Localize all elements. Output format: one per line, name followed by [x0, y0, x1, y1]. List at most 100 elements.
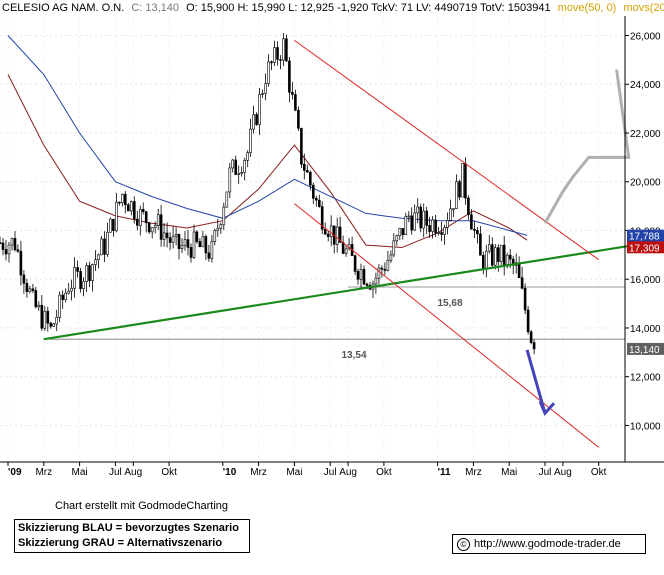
candle-body: [94, 259, 97, 265]
moving-averages: [7, 35, 528, 249]
candle-body: [103, 238, 106, 255]
candle-body: [58, 294, 62, 318]
candle-body: [225, 191, 229, 208]
candle-body: [210, 241, 214, 259]
candle-body: [91, 264, 94, 281]
candle-body: [353, 255, 357, 272]
candle-body: [476, 230, 479, 235]
candle-body: [195, 231, 199, 242]
candle-body: [311, 184, 315, 199]
candle-body: [404, 216, 408, 235]
candle-body: [174, 234, 178, 237]
x-tick-label: Okt: [376, 467, 392, 478]
candle-body: [383, 268, 387, 271]
candle-body: [1, 242, 5, 250]
candle-body: [16, 249, 20, 252]
candle-body: [228, 167, 232, 193]
candle-body: [413, 212, 417, 231]
y-tick-label: 12,000: [630, 373, 661, 384]
y-tick-label: 16,000: [630, 275, 661, 286]
price-badge: [627, 229, 664, 242]
candle-body: [130, 201, 133, 212]
candle-body: [31, 288, 35, 291]
source-url[interactable]: http://www.godmode-trader.de: [474, 538, 621, 550]
source-link[interactable]: © http://www.godmode-trader.de: [452, 534, 646, 554]
copyright-icon: ©: [457, 537, 470, 551]
candle-body: [22, 274, 26, 284]
candle-body: [422, 210, 426, 229]
candle-body: [261, 93, 264, 95]
candle-body: [356, 271, 360, 280]
candle-body: [37, 304, 41, 308]
candle-body: [449, 208, 452, 221]
price-badge-label: 17,788: [629, 232, 660, 243]
candle-body: [526, 309, 530, 333]
header-ma-slow: movs(20, 0): [623, 2, 664, 14]
candle-body: [386, 260, 390, 271]
axes: 10,00012,00014,00016,00018,00020,00022,0…: [0, 16, 664, 478]
gray-scenario-path: [543, 69, 631, 224]
candle-body: [467, 197, 470, 215]
candle-body: [267, 61, 270, 84]
x-tick-label: '09: [8, 467, 22, 478]
x-tick-label: '10: [223, 467, 237, 478]
price-candles: [0, 32, 536, 355]
price-badge: [627, 342, 664, 355]
candle-body: [76, 267, 79, 272]
candle-body: [308, 171, 312, 186]
candle-body: [470, 214, 473, 230]
candle-body: [314, 197, 318, 201]
candle-body: [455, 181, 458, 209]
scenario-legend: Skizzierung BLAU = bevorzugtes Szenario …: [14, 519, 250, 553]
y-tick-label: 10,000: [630, 421, 661, 432]
candle-body: [276, 47, 279, 60]
candle-body: [118, 201, 121, 204]
candle-body: [392, 240, 396, 256]
candle-body: [335, 226, 339, 245]
candle-body: [252, 114, 255, 130]
candle-body: [150, 227, 154, 233]
candle-body: [153, 225, 157, 228]
candle-body: [270, 61, 273, 64]
svg-text:CELESIO AG NAM. O.N. C: CELESIO AG NAM. O.N. C: 13,140 O: 15,900…: [2, 2, 664, 14]
candle-body: [407, 215, 411, 218]
candle-body: [282, 38, 285, 61]
candle-body: [10, 238, 14, 246]
candle-body: [490, 244, 494, 266]
candle-body: [216, 228, 220, 231]
candle-body: [434, 219, 437, 234]
candle-body: [127, 204, 130, 212]
candle-body: [425, 210, 429, 226]
candle-body: [338, 226, 342, 243]
candle-body: [288, 60, 291, 93]
candle-body: [136, 218, 139, 226]
candle-body: [520, 277, 524, 289]
candle-body: [165, 232, 169, 238]
candle-body: [508, 254, 512, 260]
header-close: C: 13,140: [131, 2, 179, 14]
candle-body: [389, 254, 393, 261]
annotations: [43, 39, 635, 448]
y-tick-label: 14,000: [630, 324, 661, 335]
candle-body: [297, 109, 300, 129]
candle-body: [374, 277, 378, 285]
candle-body: [323, 228, 327, 235]
candle-body: [207, 252, 211, 259]
channel-upper-line: [294, 39, 599, 261]
candle-body: [461, 163, 464, 198]
candle-body: [64, 292, 67, 300]
header-name: CELESIO AG NAM. O.N.: [2, 2, 124, 14]
candle-body: [446, 220, 449, 228]
candle-body: [222, 206, 226, 225]
candle-body: [401, 228, 405, 235]
candle-body: [523, 287, 527, 311]
candle-body: [264, 83, 267, 94]
x-tick-label: Aug: [554, 467, 572, 478]
candle-body: [34, 290, 38, 308]
legend-blue-line: Skizzierung BLAU = bevorzugtes Szenario: [18, 522, 239, 534]
candle-body: [395, 235, 399, 242]
candle-body: [377, 267, 381, 279]
candle-body: [43, 310, 47, 329]
